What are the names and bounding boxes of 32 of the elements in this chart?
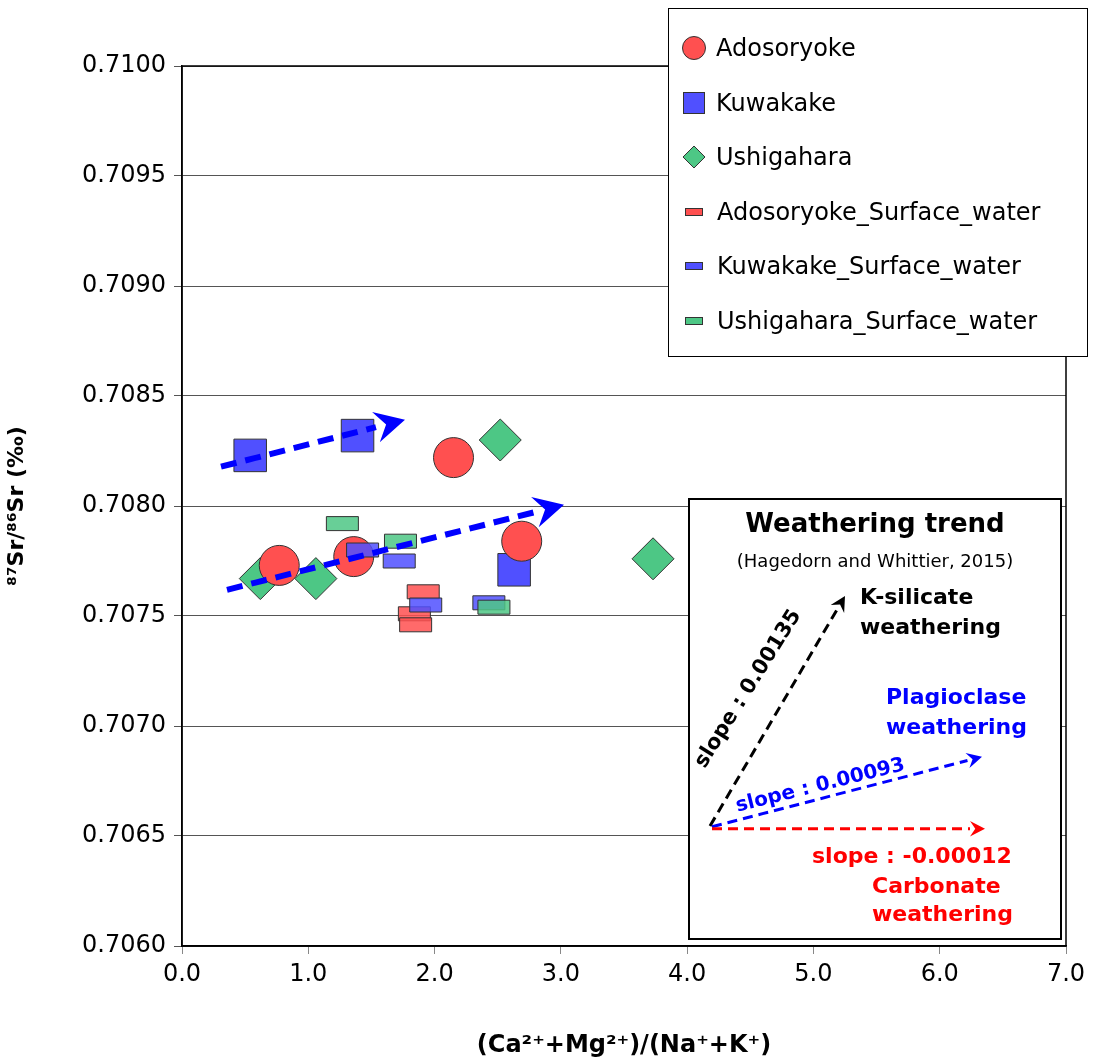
- y-axis-title: ⁸⁷Sr/⁸⁶Sr (‰): [2, 426, 28, 586]
- y-tick-label: 0.7080: [82, 490, 166, 519]
- x-axis-title: (Ca²⁺+Mg²⁺)/(Na⁺+K⁺): [476, 1029, 772, 1058]
- annotation: slope : -0.00012: [812, 843, 1013, 868]
- legend-label: Adosoryoke_Surface_water: [717, 197, 1041, 226]
- legend-label: Adosoryoke: [716, 34, 856, 63]
- y-tick-label: 0.7075: [82, 600, 166, 629]
- x-tick-label: 0.0: [162, 958, 202, 987]
- legend-label: Ushigahara_Surface_water: [717, 306, 1038, 335]
- x-tick-label: 2.0: [415, 958, 454, 987]
- y-tick-label: 0.7085: [82, 380, 166, 409]
- y-tick-label: 0.7100: [82, 50, 166, 79]
- y-tick-label: 0.7065: [82, 820, 166, 849]
- x-tick-label: 7.0: [1046, 958, 1086, 987]
- annotation: Plagioclase weathering: [886, 683, 1028, 741]
- annotation: (Hagedorn and Whittier, 2015): [735, 550, 1015, 571]
- legend-label: Kuwakake_Surface_water: [717, 252, 1021, 281]
- annotation: Carbonate weathering: [872, 872, 1014, 928]
- annotation: K-silicate weathering: [860, 583, 1002, 641]
- y-tick-label: 0.7070: [82, 710, 166, 739]
- x-tick-label: 3.0: [541, 958, 580, 987]
- x-tick-label: 4.0: [668, 958, 707, 987]
- y-tick-label: 0.7090: [82, 270, 166, 299]
- x-tick-label: 1.0: [289, 958, 328, 987]
- x-tick-label: 6.0: [920, 958, 959, 987]
- annotation: Weathering trend: [744, 508, 1006, 538]
- legend-label: Ushigahara: [716, 143, 853, 172]
- y-tick-label: 0.7095: [82, 160, 166, 189]
- x-tick-label: 5.0: [794, 958, 833, 987]
- legend-label: Kuwakake: [716, 88, 837, 117]
- y-tick-label: 0.7060: [82, 930, 166, 959]
- annotation: slope : 0.00093: [732, 751, 909, 818]
